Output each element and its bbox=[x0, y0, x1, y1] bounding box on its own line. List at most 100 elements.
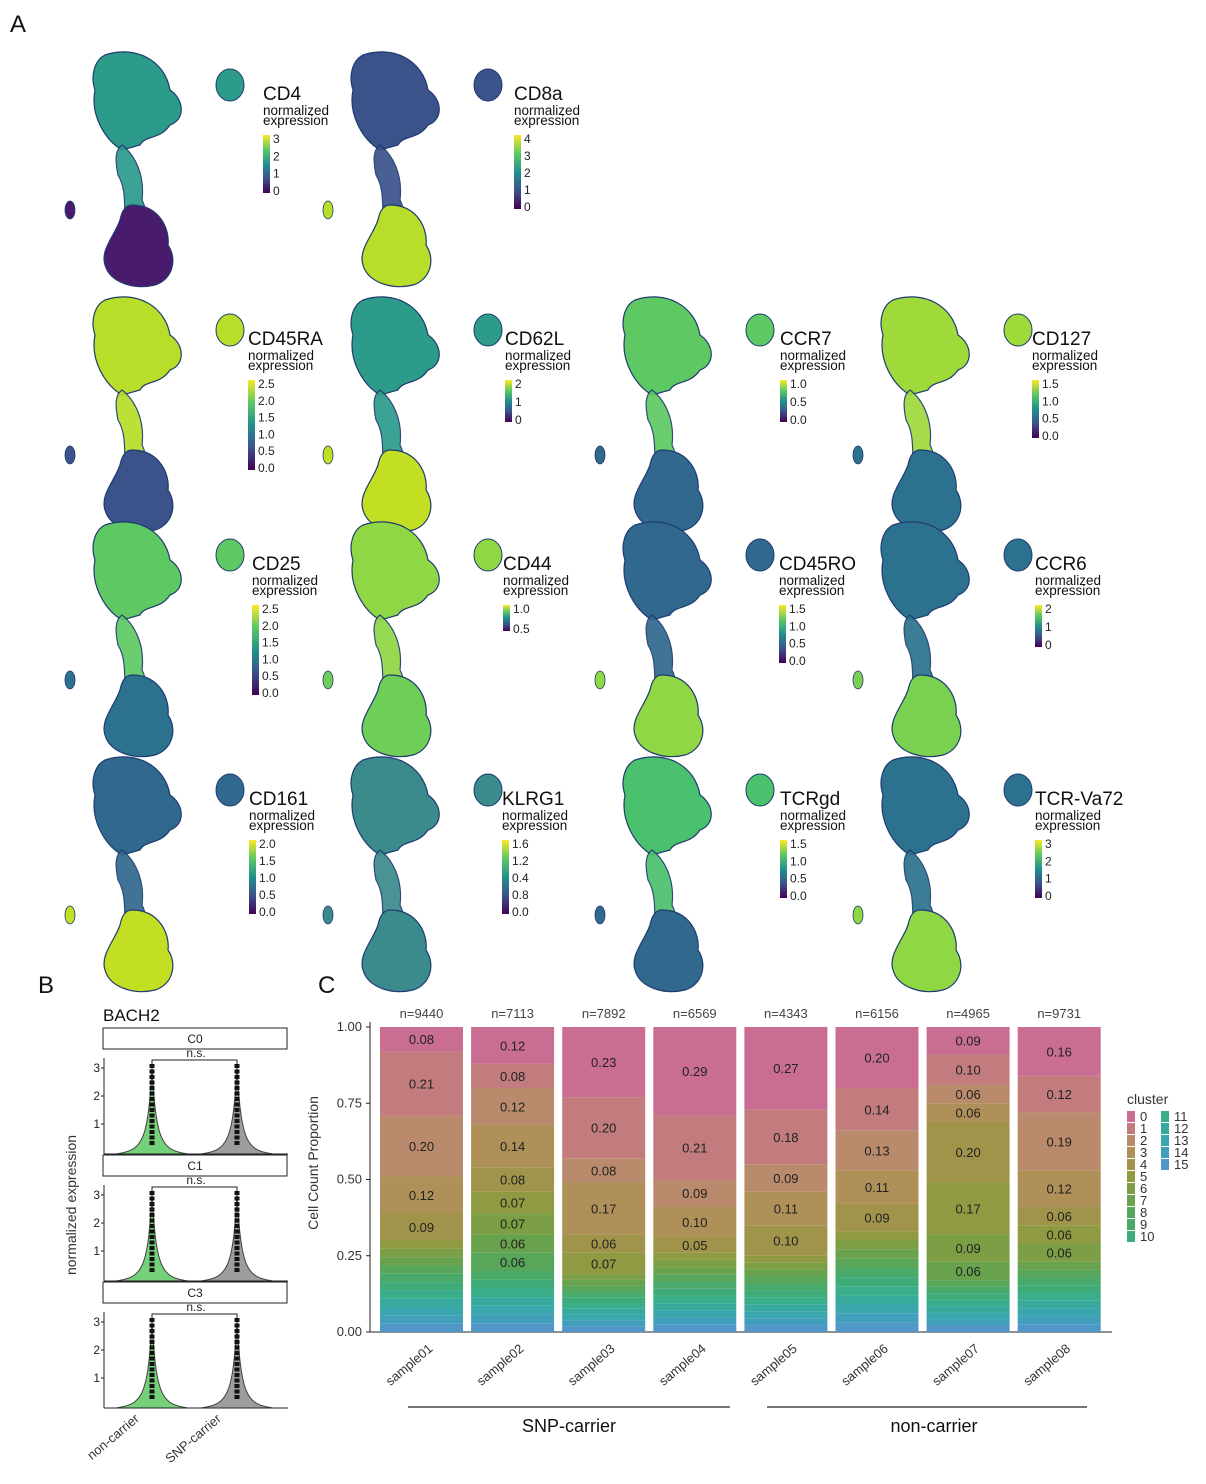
segment-cluster-0 bbox=[562, 1027, 646, 1098]
segment-cluster-11 bbox=[653, 1295, 737, 1304]
legend-label-15: 15 bbox=[1174, 1157, 1188, 1172]
segment-cluster-9 bbox=[835, 1267, 919, 1278]
colorbar-tick-label: 1 bbox=[1045, 620, 1052, 634]
segment-cluster-9 bbox=[562, 1291, 646, 1298]
segment-cluster-3 bbox=[1017, 1170, 1101, 1207]
colorbar-tick-label: 0 bbox=[515, 413, 522, 427]
legend-swatch-10 bbox=[1127, 1231, 1135, 1242]
segment-cluster-12 bbox=[835, 1295, 919, 1305]
legend-subtitle-2: expression bbox=[502, 818, 567, 833]
colorbar-tick-label: 0.0 bbox=[790, 413, 807, 427]
segment-value-label: 0.09 bbox=[864, 1211, 889, 1226]
legend-swatch-1 bbox=[1127, 1123, 1135, 1134]
segment-cluster-2 bbox=[835, 1130, 919, 1171]
colorbar-tick-label: 1.5 bbox=[259, 854, 276, 868]
segment-cluster-10 bbox=[744, 1290, 828, 1298]
legend-subtitle-1: normalized bbox=[780, 348, 846, 363]
segment-value-label: 0.17 bbox=[955, 1201, 980, 1216]
colorbar-tick-label: 2 bbox=[524, 166, 531, 180]
segment-cluster-13 bbox=[926, 1312, 1010, 1320]
segment-cluster-7 bbox=[653, 1267, 737, 1275]
segment-value-label: 0.10 bbox=[773, 1234, 798, 1249]
segment-cluster-2 bbox=[471, 1088, 555, 1125]
umap-lower-lobe bbox=[361, 449, 432, 533]
marker-name: CCR6 bbox=[1035, 554, 1087, 575]
colorbar-tick-label: 0.5 bbox=[790, 395, 807, 409]
segment-cluster-2 bbox=[380, 1115, 463, 1177]
segment-cluster-14 bbox=[471, 1314, 555, 1324]
colorbar-tick-label: 1.5 bbox=[790, 837, 807, 851]
umap-small-cluster bbox=[64, 905, 76, 925]
panel-label-b: B bbox=[38, 972, 54, 999]
segment-cluster-14 bbox=[562, 1320, 646, 1327]
segment-value-label: 0.06 bbox=[591, 1237, 616, 1252]
segment-cluster-12 bbox=[471, 1297, 555, 1306]
marker-name: CD4 bbox=[263, 84, 301, 105]
facet-strip bbox=[102, 1281, 288, 1304]
legend-subtitle-1: normalized bbox=[263, 103, 329, 118]
umap-tile-klrg1 bbox=[322, 756, 503, 993]
umap-lower-lobe bbox=[103, 909, 174, 993]
x-label-snp-carrier: SNP-carrier bbox=[162, 1410, 224, 1466]
colorbar-tick-label: 2.0 bbox=[259, 837, 276, 851]
y-tick-label: 3 bbox=[93, 1188, 100, 1202]
colorbar-tick-label: 0.5 bbox=[259, 888, 276, 902]
umap-upper-lobe bbox=[92, 756, 182, 856]
umap-upper-lobe bbox=[350, 51, 440, 151]
umap-lower-lobe bbox=[361, 204, 432, 288]
y-tick-label: 2 bbox=[93, 1343, 100, 1357]
legend-subtitle-2: expression bbox=[514, 113, 579, 128]
segment-cluster-7 bbox=[380, 1257, 463, 1266]
colorbar-tick-label: 2 bbox=[1045, 854, 1052, 868]
colorbar-tick-label: 0 bbox=[524, 200, 531, 214]
segment-cluster-7 bbox=[926, 1261, 1010, 1281]
segment-cluster-6 bbox=[1017, 1243, 1101, 1262]
segment-cluster-2 bbox=[744, 1164, 828, 1192]
umap-lower-lobe bbox=[633, 674, 704, 758]
umap-lower-lobe bbox=[891, 449, 962, 533]
segment-cluster-12 bbox=[744, 1304, 828, 1312]
segment-cluster-3 bbox=[835, 1170, 919, 1204]
n-label-sample03: n=7892 bbox=[582, 1006, 626, 1021]
panel-b-ylabel: normalized expression bbox=[63, 1135, 79, 1275]
legend-subtitle-2: expression bbox=[780, 358, 845, 373]
segment-cluster-13 bbox=[380, 1307, 463, 1316]
y-tick-label: 3 bbox=[93, 1061, 100, 1075]
segment-cluster-1 bbox=[744, 1109, 828, 1165]
colorbar-tick-label: 1.0 bbox=[262, 652, 279, 666]
umap-upper-lobe bbox=[92, 296, 182, 396]
segment-value-label: 0.09 bbox=[955, 1034, 980, 1049]
umap-upper-lobe bbox=[622, 296, 712, 396]
legend-subtitle-2: expression bbox=[1035, 818, 1100, 833]
legend-label-2: 2 bbox=[1140, 1133, 1147, 1148]
segment-cluster-11 bbox=[835, 1286, 919, 1296]
segment-value-label: 0.12 bbox=[409, 1188, 434, 1203]
x-tick-label-sample07: sample07 bbox=[929, 1341, 982, 1389]
colorbar-tick-label: 1.0 bbox=[1042, 394, 1059, 408]
colorbar-tick-label: 3 bbox=[1045, 837, 1052, 851]
marker-name: CD8a bbox=[514, 84, 563, 105]
umap-lower-lobe bbox=[633, 909, 704, 993]
segment-cluster-5 bbox=[744, 1255, 828, 1263]
marker-name: TCRgd bbox=[780, 789, 840, 810]
colorbar-tick-label: 1.0 bbox=[789, 619, 806, 633]
segment-value-label: 0.20 bbox=[591, 1121, 616, 1136]
segment-value-label: 0.12 bbox=[1047, 1087, 1072, 1102]
umap-small-cluster bbox=[852, 905, 864, 925]
marker-name: CCR7 bbox=[780, 329, 832, 350]
segment-cluster-4 bbox=[562, 1234, 646, 1253]
panel-b-violin-plots: BACH2 normalized expression C0n.s.321C1n… bbox=[63, 1006, 288, 1466]
panel-label-a: A bbox=[10, 11, 26, 38]
segment-cluster-15 bbox=[471, 1323, 555, 1332]
x-label-non-carrier: non-carrier bbox=[84, 1410, 142, 1462]
y-tick-label: 0.25 bbox=[337, 1248, 362, 1263]
colorbar bbox=[780, 840, 787, 898]
segment-cluster-8 bbox=[562, 1285, 646, 1292]
umap-upper-lobe bbox=[350, 296, 440, 396]
segment-cluster-0 bbox=[1017, 1027, 1101, 1076]
segment-value-label: 0.11 bbox=[865, 1180, 889, 1195]
segment-value-label: 0.09 bbox=[955, 1241, 980, 1256]
colorbar-tick-label: 4 bbox=[524, 132, 531, 146]
umap-tile-cd44 bbox=[322, 521, 503, 758]
